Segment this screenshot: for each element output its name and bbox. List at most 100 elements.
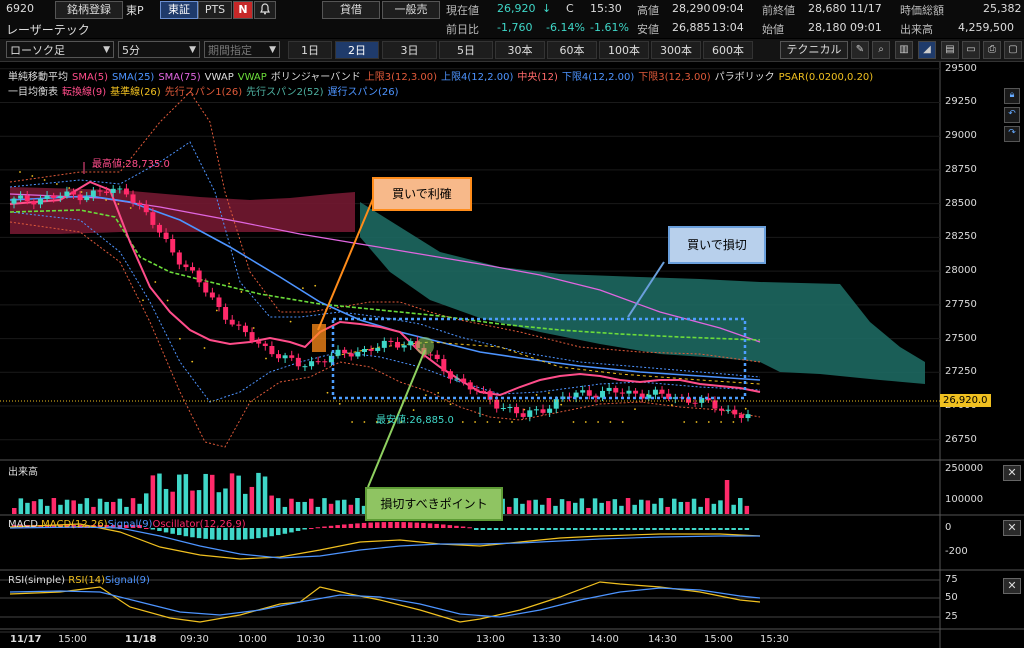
macd-oscillator-bar (361, 522, 367, 528)
interval-select[interactable]: 5分 ▼ (118, 41, 200, 58)
legend-row1-item-4: VWAP (204, 72, 234, 83)
macd-oscillator-bar (262, 528, 268, 538)
period-button-0[interactable]: 1日 (288, 41, 332, 59)
change-pct: -6.14% (546, 21, 585, 34)
save-icon[interactable]: ▤ (941, 41, 959, 59)
period-button-8[interactable]: 600本 (703, 41, 753, 59)
macd-oscillator-bar (315, 527, 321, 529)
chart-canvas[interactable] (0, 62, 1024, 648)
volume-bar (309, 498, 314, 514)
volume-bar (592, 498, 598, 514)
price-axis-label: 28000 (945, 265, 977, 277)
pencil-icon[interactable]: ✎ (851, 41, 869, 59)
candle-body (262, 343, 268, 346)
period-button-4[interactable]: 30本 (495, 41, 545, 59)
psar-dot (388, 421, 390, 423)
volume-bar (718, 500, 723, 514)
macd-oscillator-bar (744, 528, 750, 530)
period-button-6[interactable]: 100本 (599, 41, 649, 59)
candle-body (738, 414, 744, 419)
macd-oscillator-bar (454, 525, 459, 528)
volume-bar (223, 488, 228, 514)
volume-bar (513, 498, 519, 514)
low-time: 13:04 (712, 21, 744, 34)
candle-body (639, 393, 645, 399)
chart-style-icon[interactable]: ◢ (918, 41, 936, 59)
alert-icon[interactable] (254, 1, 276, 19)
technical-button[interactable]: テクニカル (780, 41, 848, 59)
macd-oscillator-bar (685, 528, 690, 530)
candle-body (276, 354, 282, 359)
macd-oscillator-bar (414, 522, 420, 528)
macd-oscillator-bar (196, 528, 202, 539)
period-button-3[interactable]: 5日 (439, 41, 493, 59)
macd-oscillator-bar (289, 528, 294, 533)
macd-oscillator-bar (500, 528, 505, 530)
undo-icon[interactable]: ↶ (1004, 107, 1020, 123)
sub-chart-icon[interactable]: ▥ (895, 41, 913, 59)
close-rsi-pane-button[interactable]: ✕ (1003, 578, 1021, 594)
time-axis-label: 09:30 (180, 634, 209, 645)
macd-oscillator-bar (738, 528, 743, 530)
macd-oscillator-bar (639, 528, 644, 530)
tab-pts[interactable]: PTS (198, 1, 232, 19)
volume-bar (269, 495, 274, 514)
psar-dot (203, 347, 206, 349)
candle-body (143, 204, 149, 213)
popup-icon[interactable]: ▢ (1004, 41, 1022, 59)
volume-bar (335, 500, 340, 514)
macd-oscillator-bar (388, 522, 393, 528)
period-button-7[interactable]: 300本 (651, 41, 701, 59)
period-button-1[interactable]: 2日 (335, 41, 379, 59)
redo-icon[interactable]: ↷ (1004, 126, 1020, 142)
psar-dot (326, 391, 329, 394)
volume-pane-label: 出来高 (8, 467, 38, 478)
now-label: 現在値 (446, 4, 479, 17)
range-select[interactable]: 期間指定 ▼ (204, 41, 280, 58)
candle-body (659, 389, 665, 394)
register-button[interactable]: 銘柄登録 (55, 1, 123, 19)
volume-bar (31, 501, 37, 514)
psar-dot (129, 207, 132, 209)
volume-bar (632, 504, 637, 514)
macd-oscillator-bar (526, 528, 532, 530)
period-button-2[interactable]: 3日 (382, 41, 437, 59)
print-icon[interactable]: ⎙ (983, 41, 1001, 59)
n-news-icon[interactable]: N (233, 1, 253, 19)
high-label: 高値 (637, 4, 659, 17)
macd-legend-item-2: Oscillator(12,26,9) (152, 519, 246, 530)
now-value: 26,920 (497, 2, 536, 15)
close-macd-pane-button[interactable]: ✕ (1003, 520, 1021, 536)
candle-body (90, 190, 96, 197)
prev-close-value: 28,680 (808, 2, 847, 15)
volume-bar (229, 473, 235, 514)
candle-body (77, 194, 83, 201)
time-axis-label: 11:30 (410, 634, 439, 645)
macd-legend-item-1: Signal(9) (107, 519, 153, 530)
range-placeholder: 期間指定 (208, 44, 252, 57)
chart-type-select[interactable]: ローソク足 ▼ (6, 41, 114, 58)
volume-bar (210, 474, 215, 514)
general-sell-button[interactable]: 一般売 (382, 1, 440, 19)
candle-body (183, 264, 189, 268)
macd-oscillator-bar (302, 528, 307, 530)
folder-icon[interactable]: ▭ (962, 41, 980, 59)
close-volume-pane-button[interactable]: ✕ (1003, 465, 1021, 481)
price-axis-label: 27500 (945, 332, 977, 344)
grid (0, 68, 940, 441)
tab-tosho[interactable]: 東証 (160, 1, 198, 19)
period-button-5[interactable]: 60本 (547, 41, 597, 59)
candle-body (725, 409, 731, 411)
candle-body (474, 389, 480, 391)
macd-oscillator-bar (546, 528, 552, 530)
kijun-line (329, 341, 761, 385)
candle-body (282, 355, 288, 359)
zoom-icon[interactable]: ⌕ (872, 41, 890, 59)
macd-oscillator-bar (401, 522, 406, 528)
legend-row1-item-10: 下限4(12,2.00) (561, 72, 635, 83)
high-time: 09:04 (712, 2, 744, 15)
lock-icon[interactable]: 🔒︎ (1004, 88, 1020, 104)
psar-dot (191, 360, 194, 363)
credit-button[interactable]: 貸借 (322, 1, 380, 19)
macd-oscillator-bar (408, 522, 413, 528)
